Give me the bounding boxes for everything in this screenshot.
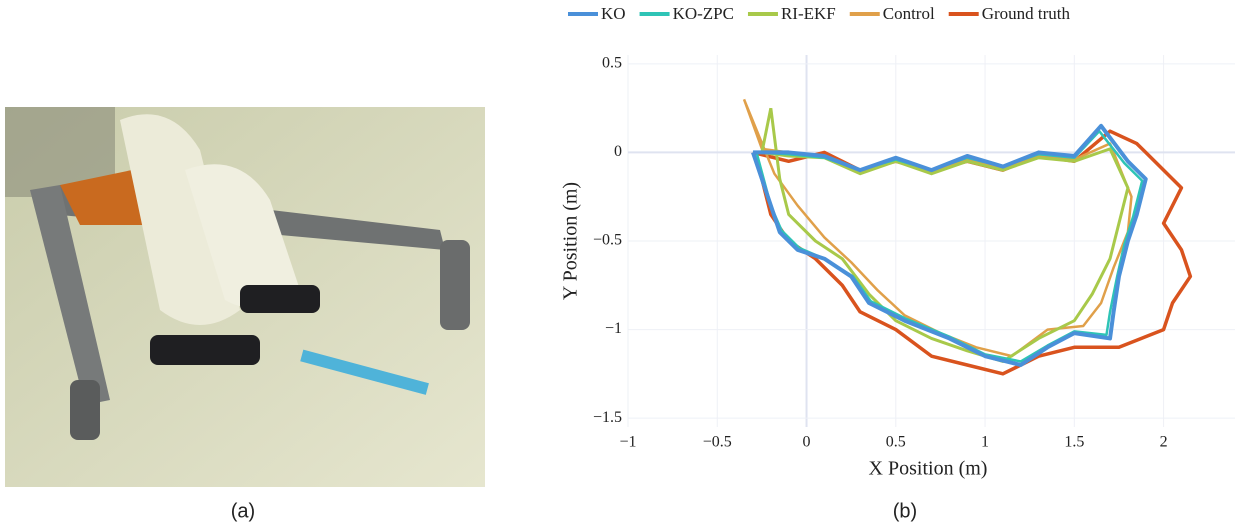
series-line bbox=[751, 123, 1148, 367]
series-line bbox=[760, 107, 1130, 363]
x-tick-label: 1 bbox=[981, 434, 989, 451]
x-tick-label: −0.5 bbox=[703, 434, 732, 451]
x-tick-label: 2 bbox=[1160, 434, 1168, 451]
y-axis-label: Y Position (m) bbox=[560, 182, 582, 300]
panel-label: (a) bbox=[231, 500, 255, 522]
x-tick-label: −1 bbox=[619, 434, 636, 451]
y-tick-label: −1 bbox=[605, 320, 622, 337]
x-tick-label: 1.5 bbox=[1064, 434, 1084, 451]
y-tick-label: 0.5 bbox=[602, 55, 622, 72]
x-tick-label: 0.5 bbox=[886, 434, 906, 451]
legend-label: Ground truth bbox=[982, 4, 1071, 23]
y-tick-label: 0 bbox=[614, 143, 622, 160]
plot: −1 −0.5 0 0.5 1 1.5 2 0.5 0 −0.5 −1 −1.5 bbox=[593, 55, 1235, 451]
legend-label: KO-ZPC bbox=[673, 4, 734, 23]
panel-label: (b) bbox=[893, 500, 917, 522]
x-tick-label: 0 bbox=[803, 434, 811, 451]
legend-label: KO bbox=[601, 4, 626, 23]
legend-label: RI-EKF bbox=[781, 4, 836, 23]
photo bbox=[5, 107, 485, 487]
legend: KO KO-ZPC RI-EKF Control Ground truth bbox=[568, 4, 1070, 23]
y-tick-label: −0.5 bbox=[593, 232, 622, 249]
y-tick-label: −1.5 bbox=[593, 409, 622, 426]
x-axis-label: X Position (m) bbox=[869, 458, 988, 480]
legend-label: Control bbox=[883, 4, 935, 23]
